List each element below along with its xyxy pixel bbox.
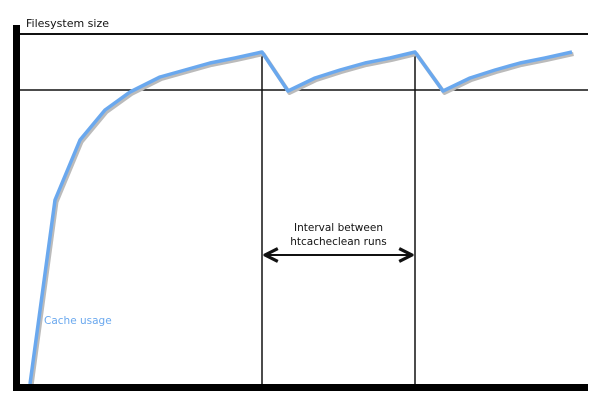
y-axis-label: Filesystem size	[26, 17, 109, 30]
interval-label: Interval between htcacheclean runs	[262, 221, 415, 249]
y-axis	[13, 25, 20, 391]
interval-label-line-2: htcacheclean runs	[290, 236, 387, 248]
cache-usage-curve-shadow	[29, 52, 574, 387]
interval-label-line-1: Interval between	[294, 222, 383, 234]
x-axis	[13, 384, 588, 391]
cache-usage-curve	[28, 50, 573, 385]
cache-usage-label: Cache usage	[44, 315, 112, 327]
